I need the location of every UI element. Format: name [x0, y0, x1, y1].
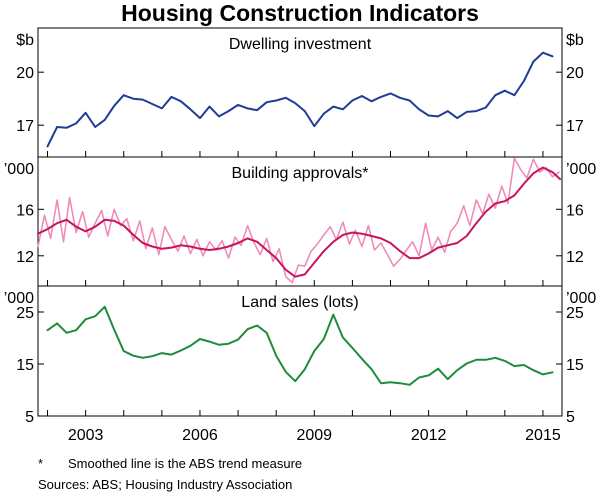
- bottom-ytick-label-left: 25: [16, 305, 34, 322]
- plot-frame: [37, 27, 563, 417]
- middle-unit-left: ’000: [4, 161, 34, 178]
- middle-ytick-label-right: 12: [566, 249, 584, 266]
- bottom-ytick-label-left: 5: [25, 409, 34, 426]
- sources-note: Sources: ABS; Housing Industry Associati…: [38, 477, 293, 492]
- middle-unit-right: ’000: [566, 161, 596, 178]
- bottom-ytick-label-right: 15: [566, 357, 584, 374]
- middle-ytick-label-left: 16: [16, 202, 34, 219]
- bottom-ytick-label-left: 15: [16, 357, 34, 374]
- xtick-label: 2012: [411, 427, 447, 444]
- bottom-unit-left: ’000: [4, 290, 34, 307]
- middle-series-trend-line: [37, 166, 562, 278]
- top-unit-left: $b: [16, 32, 34, 49]
- middle-series-monthly-line: [37, 157, 560, 284]
- xtick-label: 2015: [525, 427, 561, 444]
- xtick-label: 2009: [296, 427, 332, 444]
- footnote-marker: *: [38, 456, 44, 471]
- top-panel-title: Dwelling investment: [229, 36, 372, 53]
- top-series-line: [46, 51, 554, 148]
- top-ytick-label-left: 17: [16, 118, 34, 135]
- middle-ytick-label-right: 16: [566, 202, 584, 219]
- top-ytick-label-right: 20: [566, 65, 584, 82]
- footnote-text: Smoothed line is the ABS trend measure: [68, 456, 303, 471]
- bottom-ytick-label-right: 5: [566, 409, 575, 426]
- bottom-ytick-label-right: 25: [566, 305, 584, 322]
- xtick-label: 2006: [182, 427, 218, 444]
- footnote: * Smoothed line is the ABS trend measure: [38, 456, 302, 472]
- bottom-series-line: [46, 305, 554, 386]
- top-ytick-label-right: 17: [566, 118, 584, 135]
- middle-panel-title: Building approvals*: [232, 165, 369, 182]
- top-ytick-label-left: 20: [16, 65, 34, 82]
- chart-title: Housing Construction Indicators: [121, 0, 479, 26]
- middle-ytick-label-left: 12: [16, 249, 34, 266]
- xtick-label: 2003: [68, 427, 104, 444]
- bottom-unit-right: ’000: [566, 290, 596, 307]
- top-unit-right: $b: [566, 32, 584, 49]
- bottom-panel-title: Land sales (lots): [241, 294, 358, 311]
